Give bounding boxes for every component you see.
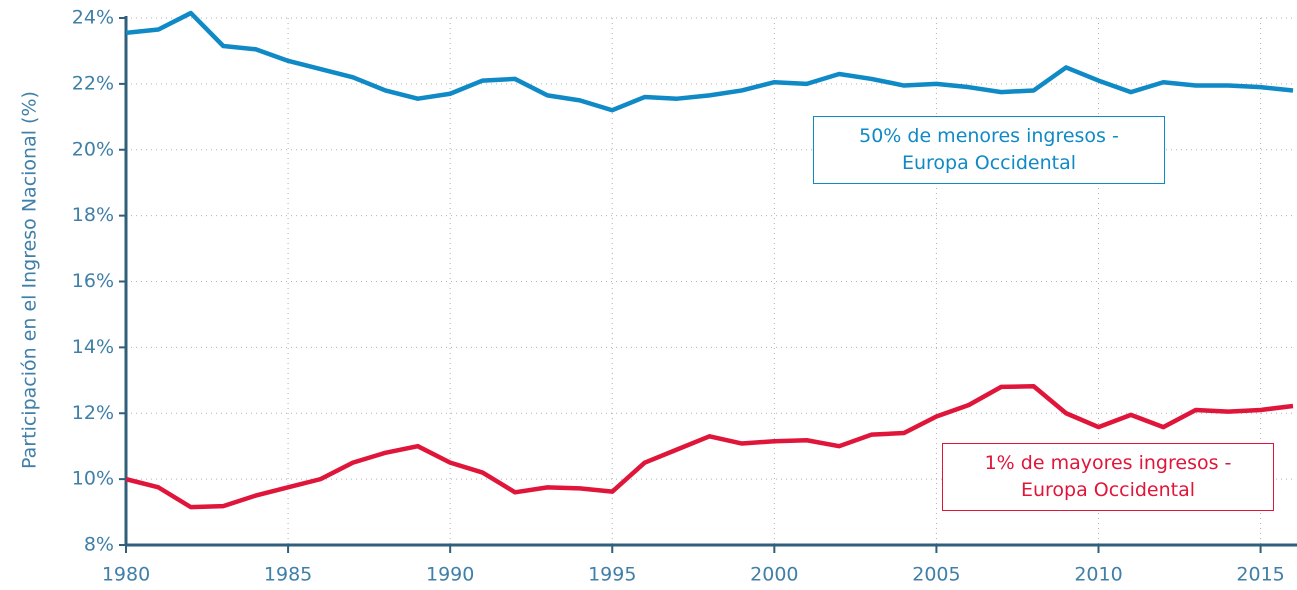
y-tick-label: 24% bbox=[72, 7, 114, 29]
y-tick-label: 8% bbox=[84, 534, 114, 556]
y-tick-label: 20% bbox=[72, 138, 114, 160]
x-tick-label: 2010 bbox=[1074, 564, 1122, 586]
series-line bbox=[125, 10, 1294, 113]
x-tick-label: 2015 bbox=[1236, 564, 1284, 586]
x-tick-label: 1995 bbox=[588, 564, 636, 586]
y-tick-label: 14% bbox=[72, 336, 114, 358]
x-tick-label: 1980 bbox=[102, 564, 150, 586]
series-line bbox=[125, 383, 1294, 510]
series-annotation: 1% de mayores ingresos - Europa Occident… bbox=[942, 443, 1274, 511]
x-tick-label: 1990 bbox=[426, 564, 474, 586]
y-axis-label: Participación en el Ingreso Nacional (%) bbox=[19, 91, 41, 469]
x-tick-label: 2000 bbox=[750, 564, 798, 586]
y-tick-label: 18% bbox=[72, 204, 114, 226]
series-annotation: 50% de menores ingresos - Europa Occiden… bbox=[813, 116, 1165, 184]
y-tick-label: 22% bbox=[72, 72, 114, 94]
y-tick-label: 12% bbox=[72, 402, 114, 424]
x-tick-label: 2005 bbox=[912, 564, 960, 586]
y-tick-label: 10% bbox=[72, 468, 114, 490]
x-tick-label: 1985 bbox=[264, 564, 312, 586]
y-tick-label: 16% bbox=[72, 270, 114, 292]
